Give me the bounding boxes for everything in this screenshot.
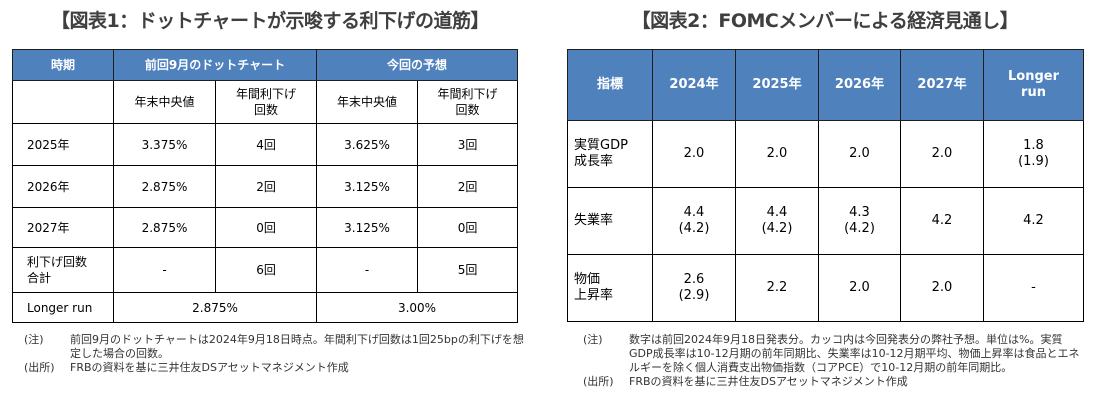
cell-prev-median: 2.875% bbox=[113, 165, 216, 208]
figure1-title: 【図表1：ドットチャートが示唆する利下げの道筋】 bbox=[50, 10, 490, 32]
subheader: 年間利下げ 回数 bbox=[417, 80, 519, 124]
header-col-3: 2026年 bbox=[818, 49, 901, 121]
cell-cur-median: 3.625% bbox=[316, 123, 419, 166]
longer-run-label: Longer run bbox=[12, 292, 114, 323]
cell-cur-median: 3.125% bbox=[316, 207, 419, 248]
value-cell: 2.0 bbox=[900, 120, 984, 188]
table-row: 2027年 2.875% 0回 3.125% 0回 bbox=[12, 207, 519, 248]
table-row: 利下げ回数 合計 -6回 -5回 bbox=[12, 247, 519, 293]
table-row: 実質GDP 成長率 2.0 2.0 2.0 2.0 1.8 (1.9) bbox=[567, 120, 1084, 188]
longer-run-prev: 2.875% bbox=[112, 292, 318, 323]
subheader: 年末中央値 bbox=[113, 80, 216, 124]
table-row: 2026年 2.875% 2回 3.125% 2回 bbox=[12, 165, 519, 208]
value-cell: 1.8 (1.9) bbox=[983, 120, 1084, 188]
cell-cur-median: 3.125% bbox=[316, 165, 419, 208]
cell-prev-median: 3.375% bbox=[113, 123, 216, 166]
cell-cur-median: - bbox=[316, 247, 419, 293]
value-cell: 4.4 (4.2) bbox=[652, 187, 736, 255]
figure2-notes: (注) 数字は前回2024年9月18日発表分。カッコ内は今回発表分の弊社予想。単位… bbox=[583, 333, 1083, 389]
cell-cur-cuts: 3回 bbox=[417, 123, 519, 166]
value-cell: 2.6 (2.9) bbox=[652, 254, 736, 322]
cell-cur-cuts: 5回 bbox=[417, 247, 519, 293]
value-cell: 2.0 bbox=[735, 120, 819, 188]
cell-prev-cuts: 2回 bbox=[214, 165, 318, 208]
value-cell: 2.0 bbox=[900, 254, 984, 322]
value-cell: 4.2 bbox=[900, 187, 984, 255]
source-text: FRBの資料を基に三井住友DSアセットマネジメント作成 bbox=[70, 361, 349, 374]
cell-prev-median: - bbox=[113, 247, 216, 293]
header-prev-dot-chart: 前回9月のドットチャート bbox=[112, 49, 318, 81]
longer-run-current: 3.00% bbox=[316, 292, 519, 323]
indicator-label: 物価 上昇率 bbox=[567, 254, 653, 322]
header-col-4: 2027年 bbox=[900, 49, 984, 121]
fomc-outlook-table: 指標 2024年 2025年 2026年 2027年 Longer run 実質GDP 成… bbox=[567, 49, 1084, 322]
note-text: 前回9月のドットチャートは2024年9月18日時点。年間利下げ回数は1回25bp… bbox=[70, 333, 524, 360]
subheader: 年末中央値 bbox=[316, 80, 419, 124]
rate-cut-path-table: 時期 前回9月のドットチャート 今回の予想 年末中央値 年間利下げ 回数 年末中… bbox=[12, 49, 519, 323]
header-col-0: 指標 bbox=[567, 49, 653, 121]
table-row: 2025年 3.375% 4回 3.625% 3回 bbox=[12, 123, 519, 166]
source-label: (出所) bbox=[24, 361, 55, 374]
value-cell: 2.0 bbox=[818, 254, 901, 322]
header-period: 時期 bbox=[12, 49, 114, 81]
table-row: 失業率 4.4 (4.2) 4.4 (4.2) 4.3 (4.2) 4.2 4.2 bbox=[567, 187, 1084, 255]
cell-prev-cuts: 0回 bbox=[214, 207, 318, 248]
header-current-forecast: 今回の予想 bbox=[316, 49, 519, 81]
value-cell: 4.4 (4.2) bbox=[735, 187, 819, 255]
row-label: 2026年 bbox=[12, 165, 114, 208]
note-label: (注) bbox=[24, 333, 44, 346]
note-text: 数字は前回2024年9月18日発表分。カッコ内は今回発表分の弊社予想。単位は%。… bbox=[629, 333, 1080, 374]
value-cell: 4.2 bbox=[983, 187, 1084, 255]
figure1-notes: (注) 前回9月のドットチャートは2024年9月18日時点。年間利下げ回数は1回2… bbox=[24, 333, 534, 375]
indicator-label: 失業率 bbox=[567, 187, 653, 255]
indicator-label: 実質GDP 成長率 bbox=[567, 120, 653, 188]
header-col-1: 2024年 bbox=[652, 49, 736, 121]
header-col-5: Longer run bbox=[983, 49, 1084, 121]
subheader: 年間利下げ 回数 bbox=[214, 80, 318, 124]
value-cell: 4.3 (4.2) bbox=[818, 187, 901, 255]
row-label: 2025年 bbox=[12, 123, 114, 166]
table-row: 物価 上昇率 2.6 (2.9) 2.2 2.0 2.0- bbox=[567, 254, 1084, 322]
cell-prev-cuts: 4回 bbox=[214, 123, 318, 166]
row-label: 利下げ回数 合計 bbox=[12, 247, 114, 293]
header-col-2: 2025年 bbox=[735, 49, 819, 121]
cell-prev-cuts: 6回 bbox=[214, 247, 318, 293]
source-text: FRBの資料を基に三井住友DSアセットマネジメント作成 bbox=[629, 375, 908, 388]
empty-cell bbox=[12, 80, 114, 124]
value-cell: 2.0 bbox=[652, 120, 736, 188]
source-label: (出所) bbox=[583, 375, 614, 388]
note-label: (注) bbox=[583, 333, 603, 346]
value-cell: 2.2 bbox=[735, 254, 819, 322]
value-cell: - bbox=[983, 254, 1084, 322]
value-cell: 2.0 bbox=[818, 120, 901, 188]
cell-cur-cuts: 2回 bbox=[417, 165, 519, 208]
figure2-title: 【図表2：FOMCメンバーによる経済見通し】 bbox=[631, 10, 1019, 32]
cell-prev-median: 2.875% bbox=[113, 207, 216, 248]
row-label: 2027年 bbox=[12, 207, 114, 248]
cell-cur-cuts: 0回 bbox=[417, 207, 519, 248]
